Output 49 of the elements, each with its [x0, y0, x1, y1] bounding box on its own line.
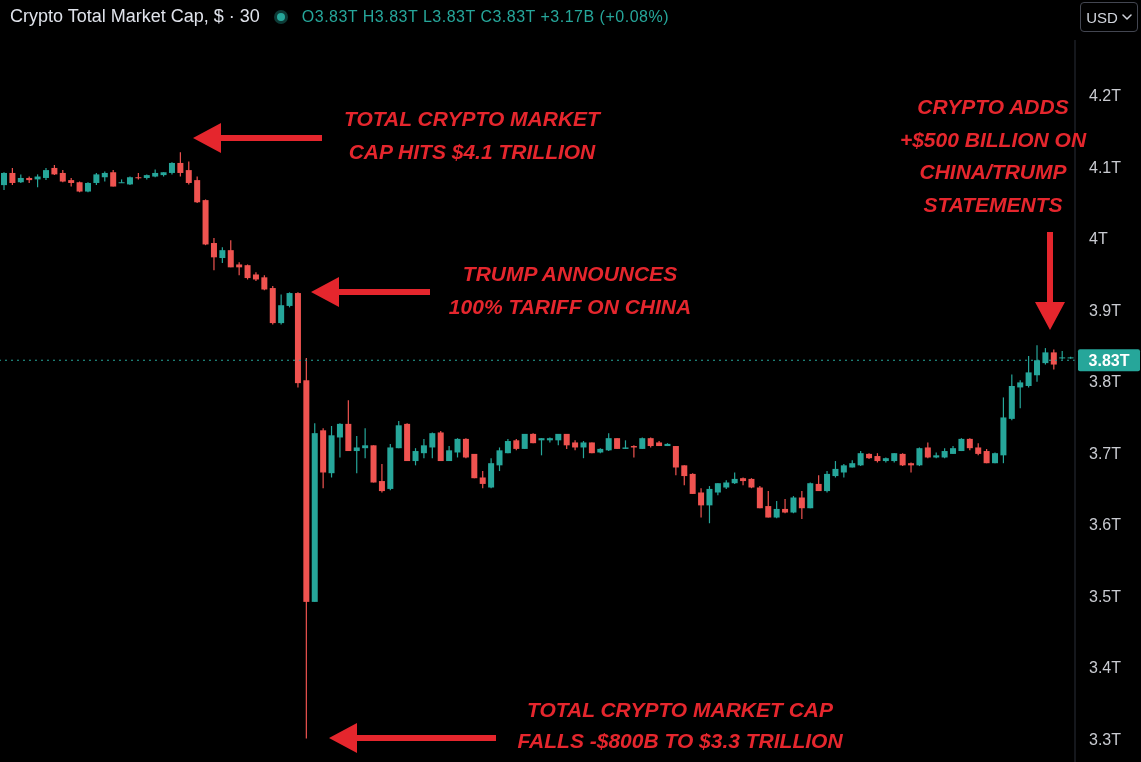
y-tick-label: 3.5T: [1089, 587, 1122, 605]
candlestick: [194, 175, 201, 204]
candlestick: [454, 437, 461, 459]
candlestick: [698, 487, 705, 519]
candlestick: [782, 498, 789, 514]
candlestick: [1050, 348, 1057, 371]
annotation: TRUMP ANNOUNCES 100% TARIFF ON CHINA: [447, 261, 693, 320]
candlestick: [908, 461, 915, 474]
candlestick: [353, 435, 360, 474]
candlestick: [278, 293, 285, 326]
annotation: CRYPTO ADDS +$500 BILLION ON CHINA/TRUMP STATEMENTS: [898, 94, 1088, 218]
y-tick-label: 3.3T: [1089, 730, 1122, 748]
y-tick-label: 3.9T: [1089, 301, 1122, 319]
candlestick: [916, 446, 923, 467]
y-tick-label: 4.2T: [1089, 87, 1122, 105]
candlestick: [706, 485, 713, 524]
y-tick-label: 3.8T: [1089, 373, 1122, 391]
candlestick: [395, 420, 402, 449]
ref-line-label: 3.83T: [1088, 352, 1130, 370]
candlestick: [227, 239, 234, 268]
y-tick-label: 3.4T: [1089, 659, 1122, 677]
y-tick-label: 4.1T: [1089, 158, 1122, 176]
dropdown-button: USD: [1080, 2, 1138, 32]
candlestick: [362, 427, 369, 459]
candlestick: [672, 445, 679, 476]
y-tick-label: 3.6T: [1089, 516, 1122, 534]
candlestick: [681, 464, 688, 486]
chart-title: Crypto Total Market Cap, $ · 30: [10, 6, 260, 27]
candlestick: [185, 160, 192, 185]
candlestick: [177, 151, 184, 178]
candlestick: [496, 446, 503, 472]
candlestick: [824, 470, 831, 494]
candlestick: [462, 437, 469, 459]
candlestick: [429, 431, 436, 459]
candlestick: [689, 472, 696, 495]
candlestick: [420, 438, 427, 459]
candlestick: [765, 490, 772, 519]
candlestick: [210, 237, 217, 271]
y-tick-label: 4T: [1089, 230, 1108, 248]
candlestick: [798, 490, 805, 520]
candlestick: [740, 476, 747, 486]
candlestick: [546, 436, 553, 444]
candlestick: [1017, 379, 1024, 409]
annotation: TOTAL CRYPTO MARKET CAP HITS $4.1 TRILLION: [343, 106, 603, 165]
candlestick: [336, 422, 343, 459]
candlestick: [378, 463, 385, 494]
y-tick-label: 3.7T: [1089, 444, 1122, 462]
chart-subtitle: O3.83T H3.83T L3.83T C3.83T +3.17B (+0.08%): [301, 7, 669, 26]
annotation: TOTAL CRYPTO MARKET CAP FALLS -$800B TO $3.3 TRILLION: [516, 697, 844, 754]
